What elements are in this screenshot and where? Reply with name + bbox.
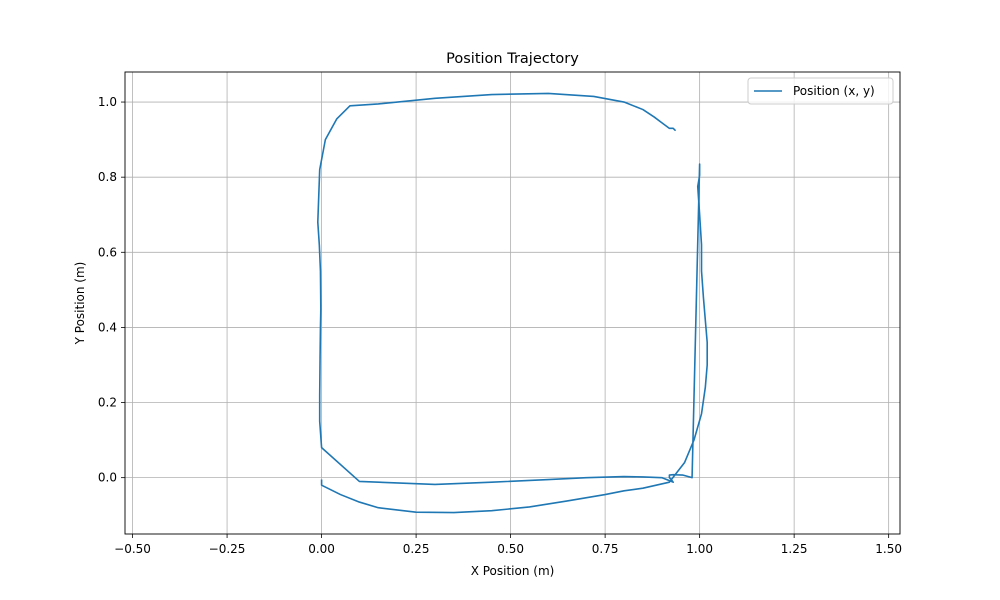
x-axis-ticks: −0.50 −0.25 0.00 0.25 0.50 0.75 1.00 1.25 1.50 <box>114 534 902 556</box>
y-tick-label: 0.2 <box>98 396 117 410</box>
x-tick-label: 1.50 <box>875 542 902 556</box>
y-tick-label: 0.4 <box>98 320 117 334</box>
y-tick-label: 1.0 <box>98 95 117 109</box>
x-axis-label: X Position (m) <box>471 564 555 578</box>
grid-lines <box>125 72 900 534</box>
y-axis-ticks: 0.0 0.2 0.4 0.6 0.8 1.0 <box>98 95 125 485</box>
y-tick-label: 0.0 <box>98 471 117 485</box>
x-tick-label: 0.75 <box>592 542 619 556</box>
y-tick-label: 0.8 <box>98 170 117 184</box>
x-tick-label: −0.25 <box>209 542 246 556</box>
series-line-position <box>317 92 708 514</box>
plot-frame <box>124 71 901 535</box>
x-tick-label: 1.00 <box>686 542 713 556</box>
x-tick-label: −0.50 <box>114 542 151 556</box>
series-layer <box>317 92 708 514</box>
y-tick-label: 0.6 <box>98 245 117 259</box>
legend-label-position: Position (x, y) <box>793 84 875 98</box>
x-tick-label: 0.00 <box>308 542 335 556</box>
plot-area <box>125 72 900 534</box>
x-tick-label: 0.25 <box>403 542 430 556</box>
y-axis-label: Y Position (m) <box>73 262 87 346</box>
chart-title: Position Trajectory <box>446 51 579 67</box>
x-tick-label: 0.50 <box>497 542 524 556</box>
legend: Position (x, y) <box>747 77 894 105</box>
legend-box <box>747 77 894 105</box>
x-tick-label: 1.25 <box>781 542 808 556</box>
